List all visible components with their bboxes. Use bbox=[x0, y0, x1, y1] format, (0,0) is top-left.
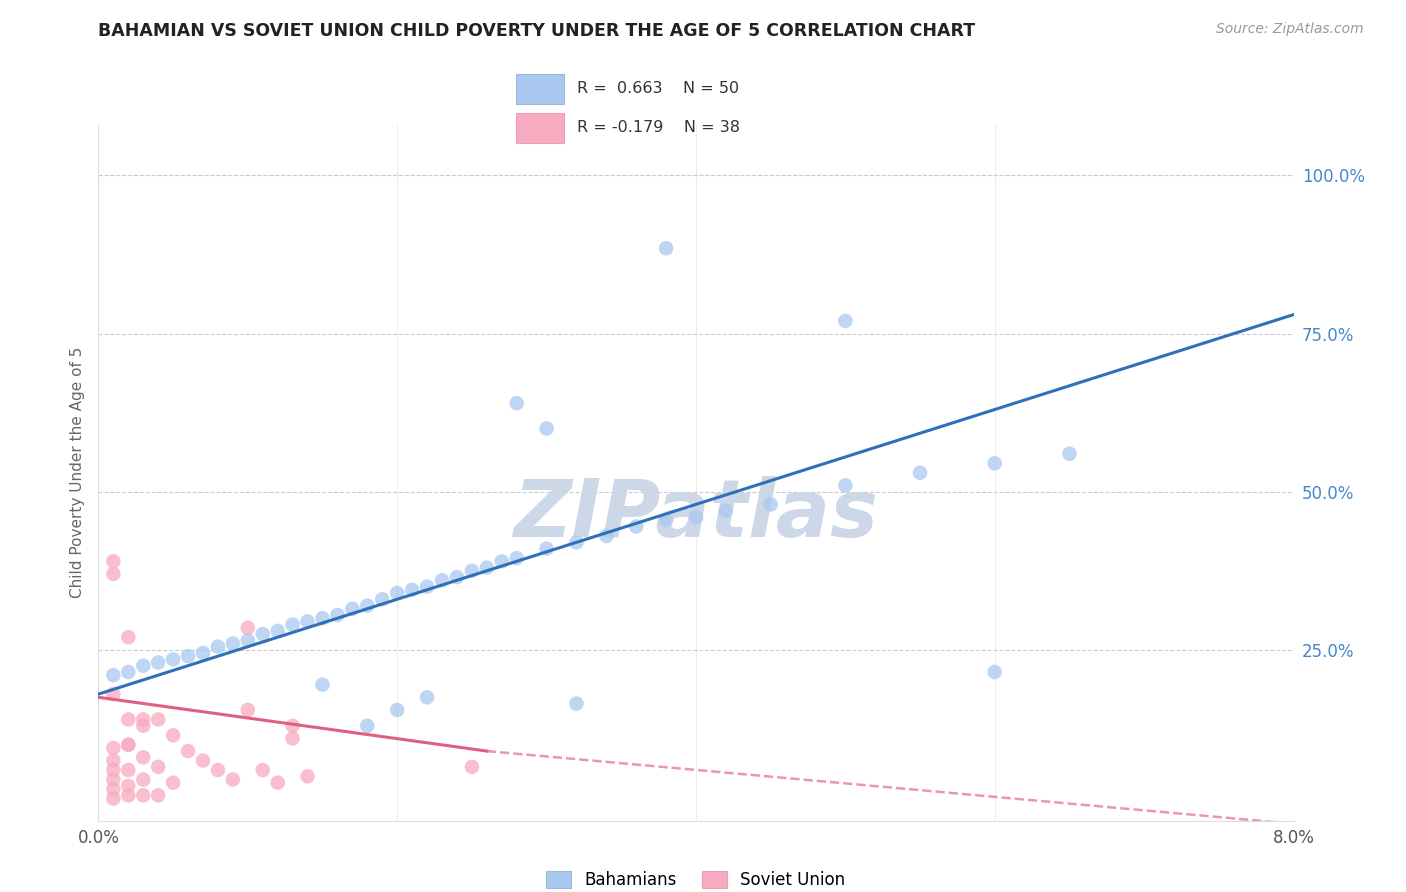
Point bbox=[624, 519, 647, 533]
Text: R =  0.663    N = 50: R = 0.663 N = 50 bbox=[576, 81, 740, 96]
Point bbox=[236, 633, 259, 648]
Point bbox=[117, 713, 139, 727]
Point bbox=[132, 750, 155, 764]
Y-axis label: Child Poverty Under the Age of 5: Child Poverty Under the Age of 5 bbox=[69, 347, 84, 599]
Point bbox=[162, 728, 184, 742]
Text: ZIPatlas: ZIPatlas bbox=[513, 475, 879, 554]
Point bbox=[162, 775, 184, 789]
Legend: Bahamians, Soviet Union: Bahamians, Soviet Union bbox=[540, 864, 852, 892]
Point bbox=[430, 574, 453, 588]
Point bbox=[356, 719, 378, 733]
Point bbox=[506, 396, 529, 410]
Point bbox=[103, 791, 125, 805]
Point bbox=[759, 497, 782, 511]
Point bbox=[148, 656, 170, 670]
Point bbox=[103, 554, 125, 568]
Point bbox=[117, 738, 139, 752]
Point bbox=[536, 541, 558, 556]
Point bbox=[446, 570, 468, 584]
Point bbox=[267, 775, 290, 789]
Point bbox=[162, 652, 184, 666]
Point bbox=[117, 789, 139, 803]
Point bbox=[371, 592, 394, 607]
Point bbox=[595, 529, 617, 543]
Point bbox=[207, 763, 229, 777]
Point bbox=[461, 760, 484, 774]
Point bbox=[103, 754, 125, 768]
Point bbox=[177, 649, 200, 664]
Point bbox=[132, 658, 155, 673]
Point bbox=[342, 601, 364, 615]
Point bbox=[834, 478, 856, 492]
Point bbox=[416, 580, 439, 594]
Point bbox=[103, 668, 125, 682]
Point bbox=[326, 608, 349, 623]
Point bbox=[461, 564, 484, 578]
Point bbox=[148, 789, 170, 803]
Point bbox=[297, 615, 319, 629]
Point bbox=[117, 779, 139, 793]
Point bbox=[311, 611, 333, 625]
Point bbox=[281, 617, 304, 632]
Point bbox=[311, 678, 333, 692]
Point bbox=[177, 744, 200, 758]
Point bbox=[191, 646, 214, 660]
Point bbox=[834, 314, 856, 328]
Point bbox=[103, 763, 125, 777]
Point bbox=[281, 719, 304, 733]
Point bbox=[132, 713, 155, 727]
Point bbox=[132, 772, 155, 787]
Point bbox=[148, 713, 170, 727]
Point bbox=[385, 703, 409, 717]
Point bbox=[103, 772, 125, 787]
Point bbox=[356, 599, 378, 613]
Point bbox=[983, 665, 1005, 679]
Point bbox=[267, 624, 290, 638]
Point bbox=[191, 754, 214, 768]
Point bbox=[117, 665, 139, 679]
Point bbox=[117, 763, 139, 777]
Point bbox=[385, 586, 409, 600]
Point bbox=[252, 763, 274, 777]
Point bbox=[103, 566, 125, 581]
Point bbox=[207, 640, 229, 654]
Point bbox=[655, 513, 678, 527]
Point bbox=[297, 769, 319, 783]
Point bbox=[103, 687, 125, 701]
FancyBboxPatch shape bbox=[516, 112, 564, 143]
Point bbox=[222, 772, 245, 787]
Point bbox=[565, 697, 588, 711]
Point bbox=[252, 627, 274, 641]
Point bbox=[103, 740, 125, 755]
Point bbox=[655, 241, 678, 255]
Point bbox=[222, 636, 245, 650]
Point bbox=[103, 782, 125, 797]
Point bbox=[132, 719, 155, 733]
Point bbox=[132, 789, 155, 803]
Point bbox=[1059, 447, 1081, 461]
Text: BAHAMIAN VS SOVIET UNION CHILD POVERTY UNDER THE AGE OF 5 CORRELATION CHART: BAHAMIAN VS SOVIET UNION CHILD POVERTY U… bbox=[98, 22, 976, 40]
Point bbox=[714, 504, 737, 518]
Point bbox=[475, 560, 498, 574]
Point bbox=[983, 456, 1005, 470]
Point bbox=[491, 554, 513, 568]
Point bbox=[401, 582, 423, 597]
Point bbox=[148, 760, 170, 774]
Point bbox=[565, 535, 588, 549]
Point bbox=[908, 466, 931, 480]
Text: R = -0.179    N = 38: R = -0.179 N = 38 bbox=[576, 120, 740, 136]
Point bbox=[236, 703, 259, 717]
FancyBboxPatch shape bbox=[516, 74, 564, 104]
Point bbox=[536, 421, 558, 435]
Point bbox=[685, 510, 707, 524]
Point bbox=[117, 738, 139, 752]
Point bbox=[416, 690, 439, 705]
Text: Source: ZipAtlas.com: Source: ZipAtlas.com bbox=[1216, 22, 1364, 37]
Point bbox=[506, 551, 529, 566]
Point bbox=[117, 630, 139, 644]
Point bbox=[281, 731, 304, 746]
Point bbox=[236, 621, 259, 635]
